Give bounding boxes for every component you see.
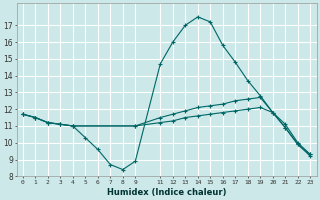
X-axis label: Humidex (Indice chaleur): Humidex (Indice chaleur) <box>107 188 226 197</box>
